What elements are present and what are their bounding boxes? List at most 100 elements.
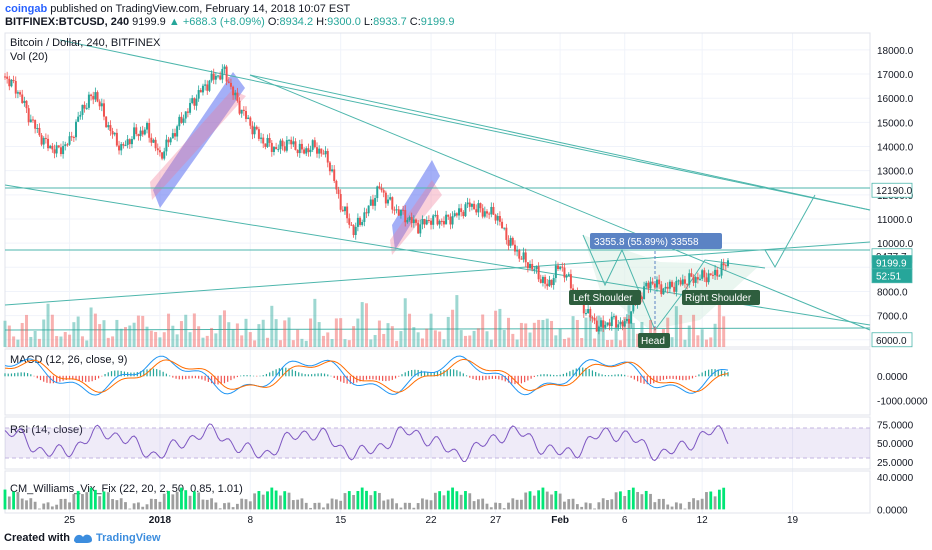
- drawings-layer[interactable]: [4, 39, 871, 332]
- candle-body: [234, 92, 237, 96]
- macd-histogram-bar: [311, 374, 313, 377]
- candle-body: [361, 221, 364, 225]
- candle-body: [247, 117, 250, 119]
- candle-body: [479, 203, 482, 209]
- candle-body: [311, 140, 314, 150]
- macd-histogram-bar: [59, 375, 61, 382]
- macd-histogram-bar: [378, 375, 381, 381]
- macd-histogram-bar: [672, 375, 674, 379]
- macd-histogram-bar: [272, 370, 274, 377]
- macd-histogram-bar: [701, 372, 703, 377]
- lower-channel-red: [390, 180, 442, 255]
- vix-bar: [102, 491, 106, 510]
- candle-body: [292, 141, 295, 145]
- candle-body: [204, 84, 207, 86]
- candle-body: [272, 147, 275, 152]
- volume-bar: [610, 339, 614, 347]
- candle-body: [75, 121, 78, 138]
- volume-bar: [489, 339, 493, 347]
- candle-body: [414, 219, 417, 223]
- macd-histogram-bar: [43, 375, 45, 382]
- macd-histogram-bar: [530, 375, 532, 379]
- candle-body: [550, 279, 553, 286]
- volume-bar: [80, 336, 84, 347]
- candle-body: [507, 239, 510, 246]
- candle-body: [464, 204, 467, 217]
- candle-body: [180, 116, 183, 123]
- candle-body: [537, 266, 540, 280]
- vix-bar: [670, 506, 674, 510]
- y-tick-label: 7000.0: [877, 312, 908, 323]
- volume-bar: [46, 303, 50, 347]
- candle-body: [529, 263, 532, 269]
- volume-bar: [317, 322, 321, 347]
- volume-bar: [63, 332, 67, 347]
- time-axis[interactable]: 25 2018 8 15 22 27 Feb 6 12 19: [64, 515, 799, 526]
- candle-body: [34, 119, 37, 129]
- macd-histogram-bar: [65, 375, 67, 380]
- candle-body: [128, 139, 131, 145]
- candle-body: [270, 142, 273, 152]
- low-value: 8933.7: [373, 16, 407, 28]
- candle-body: [518, 250, 521, 259]
- macd-histogram-bar: [252, 375, 255, 377]
- candle-body: [391, 197, 394, 210]
- candle-body: [374, 198, 377, 206]
- volume-bar: [25, 314, 29, 347]
- vix-bar: [162, 493, 166, 510]
- macd-histogram-bar: [349, 375, 351, 384]
- footer: Created with TradingView: [0, 527, 932, 550]
- candle-body: [511, 237, 514, 245]
- candle-body: [225, 66, 228, 82]
- macd-histogram-bar: [691, 375, 694, 379]
- vix-bar: [304, 502, 308, 510]
- vix-bar: [180, 487, 183, 510]
- macd-histogram-bar: [456, 370, 458, 377]
- author-link[interactable]: coingab: [5, 3, 48, 15]
- macd-histogram-bar: [630, 375, 632, 378]
- volume-bar: [541, 319, 545, 347]
- volume-bar: [175, 334, 179, 347]
- vix-bar: [468, 493, 472, 510]
- candle-body: [8, 78, 11, 87]
- vix-bar: [115, 500, 119, 510]
- volume-bar: [16, 339, 20, 347]
- candle-body: [714, 269, 717, 276]
- macd-histogram-bar: [398, 375, 400, 377]
- volume-bar: [188, 332, 192, 347]
- macd-histogram-bar: [26, 373, 29, 377]
- candle-body: [494, 214, 497, 221]
- candle-body: [324, 150, 327, 155]
- candle-body: [460, 208, 463, 212]
- rsi-label: RSI (14, close): [10, 424, 83, 436]
- vix-bar: [283, 491, 287, 510]
- symbol-text: BITFINEX:BTCUSD, 240: [5, 16, 130, 28]
- candle-body: [244, 111, 247, 119]
- head-box: [638, 333, 670, 348]
- vix-bar: [588, 503, 592, 510]
- high-label: H:: [316, 16, 328, 28]
- candle-body: [451, 216, 454, 225]
- macd-histogram-bar: [262, 375, 264, 377]
- macd-histogram-bar: [365, 375, 368, 380]
- candle-body: [563, 267, 566, 278]
- candle-body: [668, 281, 671, 289]
- candle-body: [316, 147, 319, 154]
- vix-bar: [334, 499, 338, 510]
- volume-bar: [515, 339, 519, 347]
- candle-body: [597, 326, 600, 332]
- volume-bar: [687, 325, 691, 347]
- tradingview-link[interactable]: TradingView: [96, 532, 161, 544]
- candle-body: [389, 197, 392, 200]
- volume-bar: [554, 335, 558, 347]
- volume-bar: [167, 313, 171, 347]
- volume-bar: [309, 318, 313, 347]
- chart-area[interactable]: 3355.8 (55.89%) 33558 Left Shoulder Head Ri…: [0, 30, 932, 527]
- candle-body: [582, 299, 585, 314]
- vix-bar: [606, 500, 609, 510]
- volume-bar: [283, 320, 287, 347]
- candle-body: [556, 265, 559, 270]
- trendline-4: [4, 241, 871, 306]
- vix-bar: [313, 502, 317, 510]
- macd-histogram-bar: [595, 371, 597, 377]
